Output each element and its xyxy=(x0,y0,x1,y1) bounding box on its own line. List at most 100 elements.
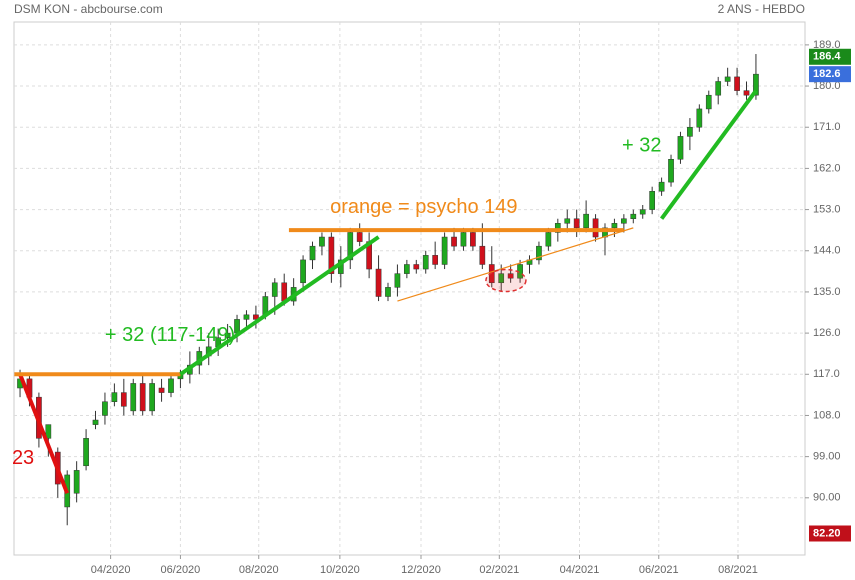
candle-body xyxy=(149,383,155,412)
candle-body xyxy=(404,264,410,274)
y-tick-label: 135.0 xyxy=(813,286,841,298)
candle-body xyxy=(743,90,750,96)
candle-body xyxy=(139,383,146,412)
candle-body xyxy=(479,245,486,265)
candle-body xyxy=(687,126,693,137)
candle-body xyxy=(677,136,684,160)
x-tick-label: 06/2021 xyxy=(639,564,679,576)
candle-body xyxy=(120,392,127,407)
trend-line xyxy=(659,89,758,220)
candle-body xyxy=(253,314,259,320)
candle-body xyxy=(649,191,656,210)
candle-body xyxy=(658,181,665,192)
y-tick-label: 171.0 xyxy=(813,121,841,133)
candle-body xyxy=(347,232,354,261)
candle-body xyxy=(724,76,731,82)
price-tag xyxy=(809,66,851,83)
candle-body xyxy=(102,401,108,416)
annotation: + 32 (117-149) xyxy=(105,324,235,346)
candle-body xyxy=(583,213,589,229)
candle-body xyxy=(611,223,618,229)
price-tag-label: 82.20 xyxy=(813,527,841,539)
x-tick-label: 02/2021 xyxy=(479,564,519,576)
y-tick-label: 90.00 xyxy=(813,492,841,504)
candle-body xyxy=(73,470,80,494)
candle-body xyxy=(753,73,759,96)
candle-body xyxy=(45,424,52,439)
candle-body xyxy=(271,282,278,297)
x-tick-label: 12/2020 xyxy=(401,564,441,576)
candle-body xyxy=(705,94,712,110)
candle-body xyxy=(243,314,250,320)
price-tag xyxy=(809,525,851,542)
candle-body xyxy=(639,209,646,215)
trend-line xyxy=(397,227,634,302)
y-tick-label: 126.0 xyxy=(813,327,841,339)
candle-body xyxy=(536,245,542,261)
candle-body xyxy=(715,81,722,96)
y-tick-label: 180.0 xyxy=(813,80,841,92)
candle-body xyxy=(309,245,316,261)
candle-body xyxy=(300,259,306,284)
x-tick-label: 10/2020 xyxy=(320,564,360,576)
candle-body xyxy=(460,232,467,247)
candle-body xyxy=(224,332,231,338)
candle-body xyxy=(168,378,174,393)
trend-line xyxy=(18,373,70,494)
x-tick-label: 08/2020 xyxy=(239,564,279,576)
candle-body xyxy=(413,264,420,270)
candle-body xyxy=(328,236,335,274)
candle-body xyxy=(281,282,288,302)
y-tick-label: 117.0 xyxy=(813,368,840,380)
y-tick-label: 144.0 xyxy=(813,245,841,257)
candle-body xyxy=(130,383,137,412)
candle-body xyxy=(734,76,740,91)
y-tick-label: 189.0 xyxy=(813,39,841,51)
candle-body xyxy=(319,236,325,247)
candle-body xyxy=(592,218,599,238)
candle-body xyxy=(470,232,476,247)
chart-subtitle: 2 ANS - HEBDO xyxy=(718,2,805,16)
candle-body xyxy=(545,232,552,247)
candle-body xyxy=(630,213,637,219)
candle-body xyxy=(92,419,99,425)
candle-body xyxy=(83,438,89,467)
candle-body xyxy=(498,273,505,284)
trend-line xyxy=(179,235,380,376)
candle-body xyxy=(696,108,703,128)
candle-body xyxy=(356,232,363,242)
candle-body xyxy=(573,218,580,229)
candle-body xyxy=(158,387,165,393)
plot-frame xyxy=(13,21,806,556)
candle-body xyxy=(111,392,118,402)
candle-body xyxy=(507,273,514,279)
candle-body xyxy=(394,273,401,288)
y-tick-label: 99.00 xyxy=(813,451,841,463)
candle-body xyxy=(375,268,382,297)
candle-body xyxy=(554,223,561,233)
annotation: + 32 xyxy=(622,134,661,156)
price-tag-label: 182.6 xyxy=(813,68,841,80)
y-tick-label: 162.0 xyxy=(813,162,841,174)
chart-title: DSM KON - abcbourse.com xyxy=(14,2,163,16)
x-tick-label: 06/2020 xyxy=(161,564,201,576)
annotation: orange = psycho 149 xyxy=(330,196,517,218)
candle-body xyxy=(564,218,571,224)
x-tick-label: 04/2020 xyxy=(91,564,131,576)
candle-body xyxy=(422,255,429,270)
x-tick-label: 08/2021 xyxy=(718,564,758,576)
highlight-circle xyxy=(485,268,527,293)
price-tag-label: 186.4 xyxy=(813,51,841,63)
candle-body xyxy=(234,319,240,334)
candle-body xyxy=(621,218,627,224)
candle-body xyxy=(385,287,391,297)
candle-body xyxy=(451,236,457,247)
y-tick-label: 108.0 xyxy=(813,409,841,421)
x-tick-label: 04/2021 xyxy=(560,564,600,576)
candle-body xyxy=(668,159,674,183)
candle-body xyxy=(441,236,448,265)
y-tick-label: 153.0 xyxy=(813,203,841,215)
annotation: 23 xyxy=(12,447,34,469)
price-tag xyxy=(809,48,851,65)
